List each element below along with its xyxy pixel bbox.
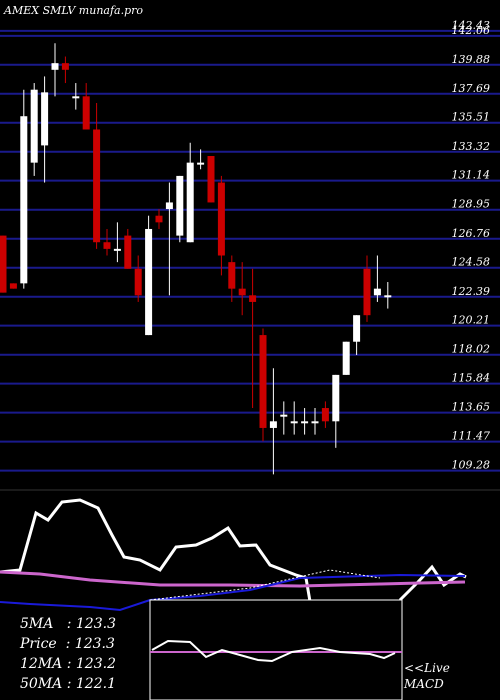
tick-label: 126.76 xyxy=(452,227,491,240)
tick-label: 115.84 xyxy=(452,372,491,385)
stat-12ma: 12MA : 123.2 xyxy=(20,656,116,672)
candle-body xyxy=(103,242,111,249)
ma-stats: 5MA : 123.3 Price : 123.3 12MA : 123.2 5… xyxy=(20,614,116,694)
macd-live-label: <<Live MACD xyxy=(404,661,450,691)
tick-label: 122.39 xyxy=(452,285,491,298)
pink-ma-line xyxy=(0,570,466,588)
candle-body xyxy=(0,235,7,293)
candle-body xyxy=(217,182,225,256)
chart-title: AMEX SMLV munafa.pro xyxy=(4,4,144,17)
candle-body xyxy=(353,315,361,342)
tick-label: 137.69 xyxy=(452,82,491,95)
candle-body xyxy=(259,335,267,428)
tick-label: 109.28 xyxy=(452,459,491,472)
tick-label: 128.95 xyxy=(452,198,491,211)
candle-body xyxy=(165,202,173,210)
blue-ma-line xyxy=(0,573,466,612)
candle-body xyxy=(9,283,17,289)
candle-body xyxy=(41,92,49,146)
candle-body xyxy=(269,421,277,428)
candle-body xyxy=(20,116,28,284)
candle-body xyxy=(61,63,69,70)
candle-body xyxy=(384,295,392,298)
macd-line xyxy=(151,639,396,663)
candle-body xyxy=(176,175,184,236)
tick-label: 124.58 xyxy=(452,256,491,269)
candle-body xyxy=(30,89,38,163)
tick-label: 133.32 xyxy=(452,140,491,153)
tick-label: 118.02 xyxy=(452,343,491,356)
candle-body xyxy=(321,408,329,422)
tick-label: 142.43 xyxy=(452,19,491,32)
candle-body xyxy=(373,288,381,296)
stat-50ma: 50MA : 122.1 xyxy=(20,676,116,692)
candle-body xyxy=(301,421,309,424)
candle-body xyxy=(342,341,350,375)
candle-body xyxy=(113,248,121,251)
candle-body xyxy=(238,288,246,296)
candle-body xyxy=(311,421,319,424)
macd-panel xyxy=(149,599,403,700)
tick-label: 135.51 xyxy=(452,111,491,124)
candle-body xyxy=(51,63,59,70)
candle-body xyxy=(145,228,153,336)
stat-price: Price : 123.3 xyxy=(20,636,115,652)
candle-body xyxy=(72,96,80,99)
candle-body xyxy=(186,162,194,243)
candle-body xyxy=(82,96,90,130)
tick-label: 131.14 xyxy=(452,169,491,182)
dotted-signal-line xyxy=(149,569,381,601)
candle-body xyxy=(363,268,371,316)
price-grid xyxy=(0,29,500,472)
candle-body xyxy=(290,421,298,424)
candle-body xyxy=(332,374,340,422)
candle-body xyxy=(155,215,163,223)
stat-5ma: 5MA : 123.3 xyxy=(20,616,116,632)
indicator-panel xyxy=(0,489,500,700)
candle-body xyxy=(124,235,132,269)
candle-body xyxy=(249,295,257,302)
tick-label: 142.06 xyxy=(452,24,491,37)
white-oscillator-line xyxy=(0,498,332,700)
candlestick-series xyxy=(0,43,392,475)
tick-label: 113.65 xyxy=(452,401,491,414)
candle-body xyxy=(207,156,215,203)
candle-body xyxy=(280,414,288,417)
candle-body xyxy=(197,162,205,165)
tick-label: 111.47 xyxy=(452,430,491,443)
tick-label: 139.88 xyxy=(452,53,491,66)
candle-body xyxy=(93,129,101,243)
candle-body xyxy=(228,262,236,289)
tick-label: 120.21 xyxy=(452,314,491,327)
candle-body xyxy=(134,268,142,296)
